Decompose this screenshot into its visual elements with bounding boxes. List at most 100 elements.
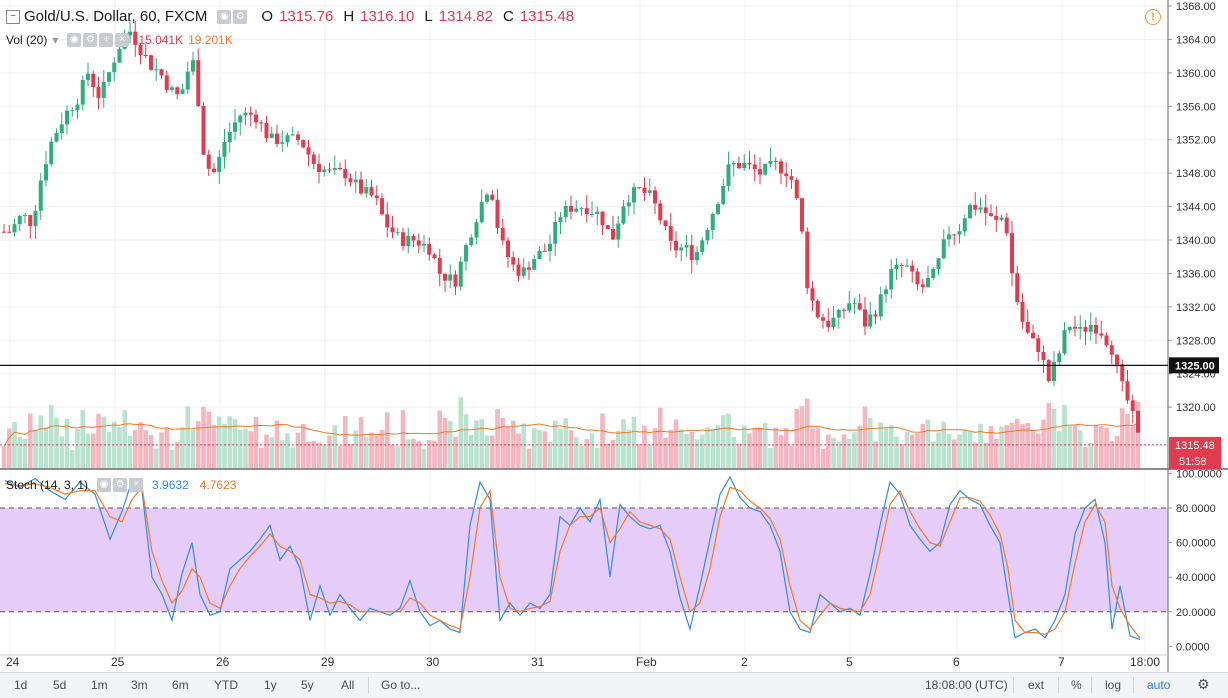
candle-body [390, 227, 395, 233]
volume-buttons[interactable]: ◉ ⚙ + × [67, 33, 130, 47]
candle-body [558, 217, 563, 222]
volume-bar [1077, 430, 1083, 468]
timeframe-1m[interactable]: 1m [91, 678, 108, 692]
volume-bar [48, 405, 54, 468]
candle-body [201, 105, 206, 155]
volume-bar [715, 425, 721, 468]
y-tick-label: 1344.00 [1176, 202, 1216, 214]
candle-body [915, 271, 920, 285]
volume-bar [904, 431, 910, 468]
chart-canvas[interactable]: 24 25 26 29 30 31 Feb 2 5 6 7 18:001320.001324.0013… [0, 0, 1228, 672]
timeframe-1d[interactable]: 1d [14, 678, 28, 692]
volume-bar [726, 413, 731, 468]
timeframe-5d[interactable]: 5d [53, 678, 67, 692]
volume-bar [411, 439, 416, 468]
volume-bar [1035, 433, 1041, 468]
volume-bar [169, 449, 175, 468]
candle-body [275, 133, 279, 144]
volume-bar [731, 436, 737, 468]
candle-body [1136, 410, 1140, 433]
volume-bar [416, 441, 422, 468]
volume-bar [794, 408, 800, 468]
y-tick-label: 1336.00 [1176, 268, 1216, 280]
candle-body [642, 187, 647, 193]
candle-body [742, 162, 747, 169]
volume-bar [652, 428, 658, 468]
volume-bar [500, 417, 506, 468]
timeframe-ytd[interactable]: YTD [214, 678, 238, 692]
volume-legend: Vol (20) ▾ ◉ ⚙ + × 15.041K 19.201K [6, 33, 233, 47]
volume-bar [678, 429, 684, 468]
candle-body [752, 164, 757, 170]
volume-bar [1098, 426, 1104, 468]
timeframe-1y[interactable]: 1y [264, 678, 277, 692]
timeframe-3m[interactable]: 3m [131, 678, 148, 692]
volume-bar [484, 435, 490, 468]
candle-body [369, 187, 374, 196]
volume-bar [258, 447, 264, 468]
candle-body [542, 250, 547, 252]
ext-toggle[interactable]: ext [1028, 678, 1045, 692]
volume-bar [332, 425, 338, 468]
collapse-legend-icon[interactable]: − [6, 10, 20, 24]
timeframe-all[interactable]: All [341, 678, 355, 692]
volume-bar [1125, 414, 1130, 468]
timeframe-6m[interactable]: 6m [172, 678, 189, 692]
volume-bar [825, 434, 831, 468]
volume-bar [159, 432, 164, 468]
candle-body [873, 314, 878, 317]
y-tick-label: 1356.00 [1176, 101, 1216, 113]
chevron-down-icon[interactable]: ▾ [52, 33, 59, 47]
volume-bar [1104, 427, 1109, 468]
volume-bar [384, 412, 390, 468]
percent-toggle[interactable]: % [1071, 678, 1082, 692]
volume-bar [747, 433, 752, 468]
candle-body [563, 206, 568, 218]
volume-bar [710, 429, 716, 468]
candle-body [217, 156, 222, 172]
candle-body [689, 245, 694, 261]
volume-bar [951, 439, 957, 468]
high-value: 1316.10 [360, 8, 415, 25]
volume-bar [211, 424, 217, 468]
volume-bar [521, 423, 527, 468]
goto-button[interactable]: Go to... [381, 678, 421, 692]
gear-icon[interactable]: ⚙ [1197, 676, 1210, 692]
y-tick-label: 1364.00 [1176, 34, 1216, 46]
candle-body [1020, 301, 1025, 322]
candle-body [432, 254, 437, 259]
volume-bar [27, 413, 33, 468]
volume-bar [873, 441, 878, 468]
stoch-pane [0, 475, 1168, 640]
volume-bar [757, 427, 763, 468]
legend-buttons[interactable]: ◉ ⚙ [217, 9, 248, 24]
volume-bar [741, 425, 747, 468]
volume-bar [909, 434, 915, 468]
auto-toggle[interactable]: auto [1147, 678, 1171, 692]
log-toggle[interactable]: log [1105, 678, 1122, 692]
eye-icon: ◉ [217, 9, 232, 24]
volume-bar [542, 431, 548, 468]
volume-bar [96, 413, 101, 468]
alert-icon[interactable]: ! [1145, 9, 1161, 25]
volume-bar [831, 437, 836, 468]
volume-bars [1, 397, 1141, 468]
volume-bar [689, 431, 695, 468]
candle-body [416, 240, 421, 246]
candle-body [206, 154, 211, 169]
volume-bar [300, 424, 306, 468]
timeframe-5y[interactable]: 5y [301, 678, 314, 692]
candle-body [338, 167, 342, 170]
stoch-d-line [4, 483, 1141, 639]
candle-body [805, 231, 810, 289]
stoch-buttons[interactable]: ◉ ⚙ × [97, 478, 144, 492]
candle-body [810, 288, 815, 301]
volume-bar [841, 434, 847, 468]
candle-body [12, 224, 17, 233]
candle-body [96, 86, 101, 98]
y-tick-label: 1320.00 [1176, 402, 1216, 414]
candle-body [138, 44, 143, 55]
volume-bar [941, 421, 947, 468]
volume-bar [1056, 431, 1062, 468]
candle-body [705, 229, 710, 241]
